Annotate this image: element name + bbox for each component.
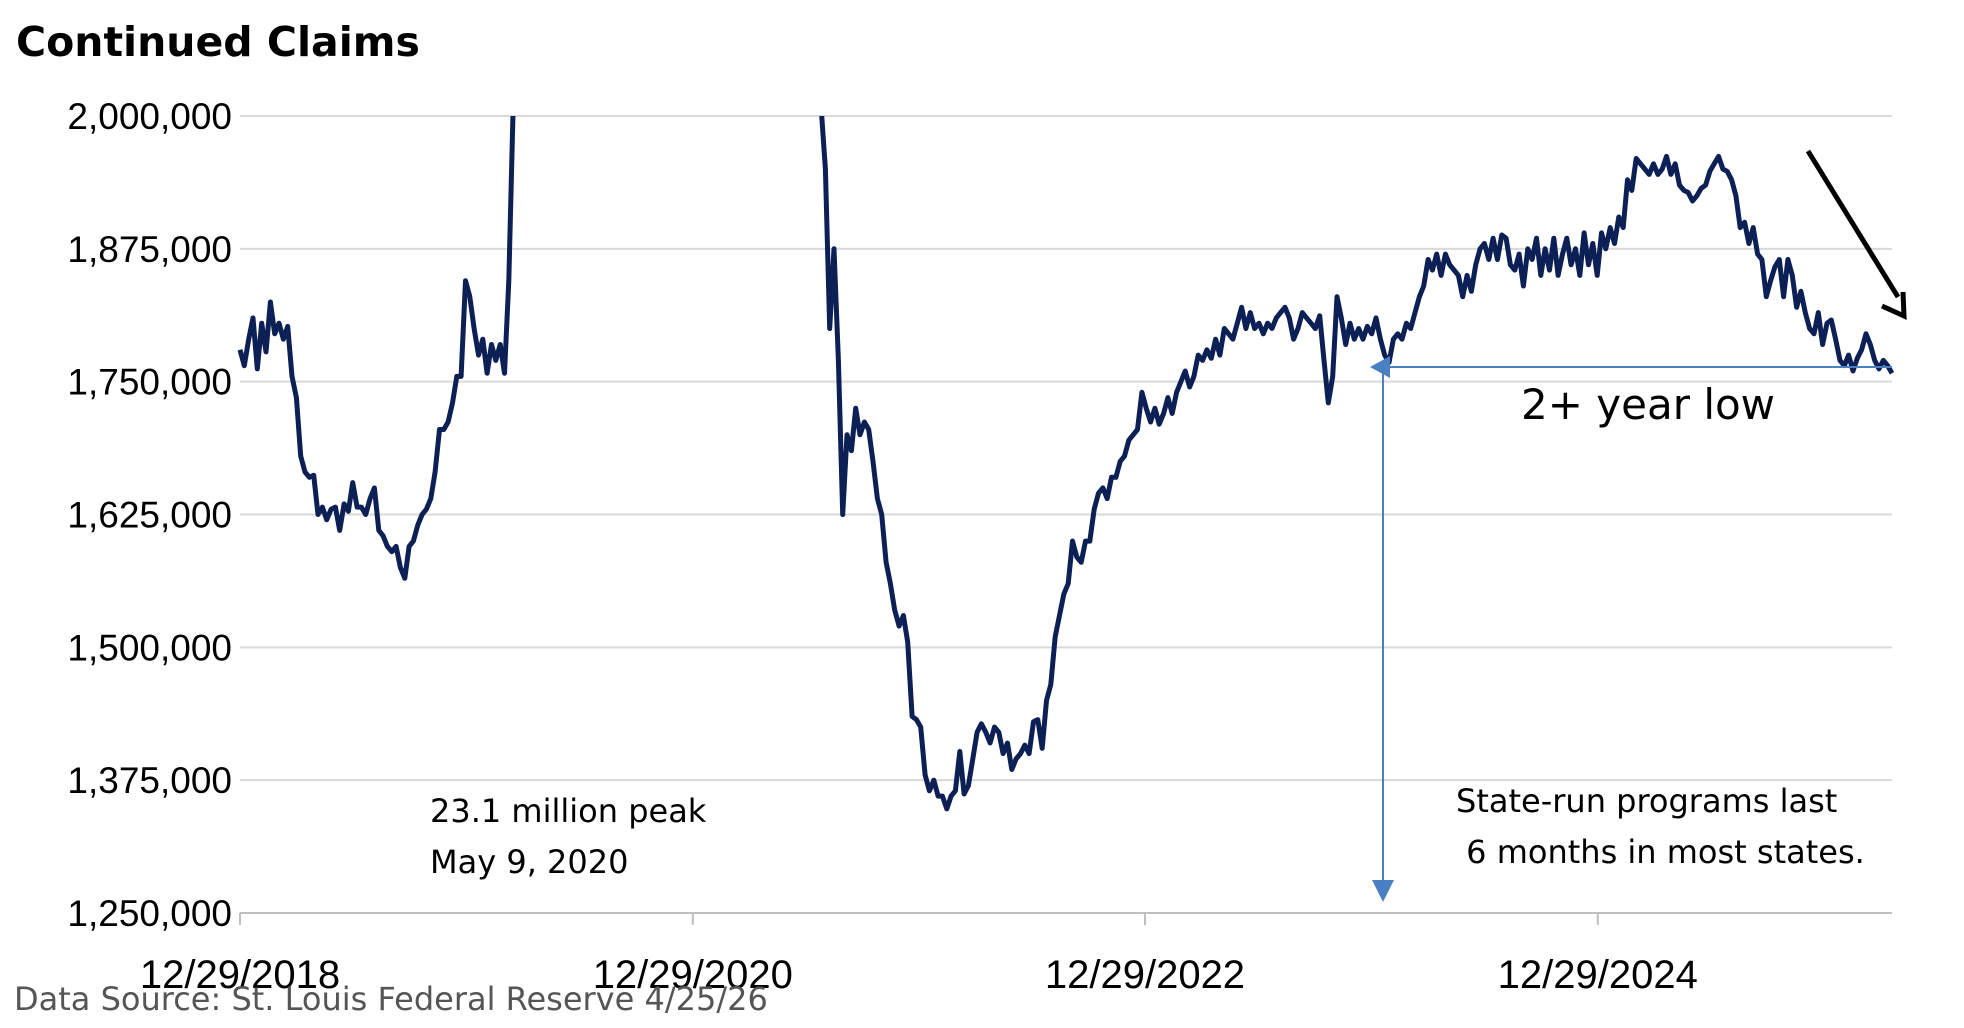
annotation-peak: 23.1 million peak May 9, 2020 <box>430 792 707 881</box>
series-line-segment-2 <box>819 116 1895 812</box>
x-tick-label: 12/29/2022 <box>1045 953 1245 997</box>
x-axis <box>239 912 1892 925</box>
six-month-arrowhead <box>1372 880 1394 902</box>
downtrend-arrow-head <box>1880 291 1907 320</box>
peak-annotation-line-1: 23.1 million peak <box>430 792 707 830</box>
series-line-segment-1 <box>237 116 516 581</box>
recent-low-arrowhead <box>1370 356 1390 378</box>
y-tick-label: 1,375,000 <box>67 760 232 801</box>
annotation-state-programs: State-run programs last 6 months in most… <box>1456 782 1865 871</box>
y-tick-label: 1,625,000 <box>67 495 232 536</box>
chart-title: Continued Claims <box>16 18 420 66</box>
peak-annotation-line-2: May 9, 2020 <box>430 843 628 881</box>
continued-claims-series <box>237 116 1895 812</box>
gridlines <box>240 115 1892 782</box>
downtrend-arrow-line <box>1805 149 1901 299</box>
x-tick-label: 12/29/2024 <box>1498 953 1698 997</box>
data-source: Data Source: St. Louis Federal Reserve 4… <box>14 980 768 1018</box>
y-tick-label: 1,250,000 <box>67 893 232 934</box>
y-tick-label: 2,000,000 <box>67 96 232 137</box>
x-tick-label: 12/29/2018 <box>140 953 340 997</box>
y-axis-ticks: 1,250,000 1,375,000 1,500,000 1,625,000 1,75… <box>67 96 232 934</box>
recent-low-guide <box>1370 356 1892 902</box>
x-tick-label: 12/29/2020 <box>593 953 793 997</box>
x-axis-ticks: 12/29/2018 12/29/2020 12/29/2022 12/29/2024 <box>140 953 1698 997</box>
low-annotation: 2+ year low <box>1521 380 1775 429</box>
y-tick-label: 1,750,000 <box>67 362 232 403</box>
state-annotation-line-1: State-run programs last <box>1456 782 1837 820</box>
state-annotation-line-2: 6 months in most states. <box>1456 833 1865 871</box>
downtrend-arrow <box>1805 149 1907 320</box>
y-tick-label: 1,500,000 <box>67 627 232 668</box>
y-tick-label: 1,875,000 <box>67 229 232 270</box>
